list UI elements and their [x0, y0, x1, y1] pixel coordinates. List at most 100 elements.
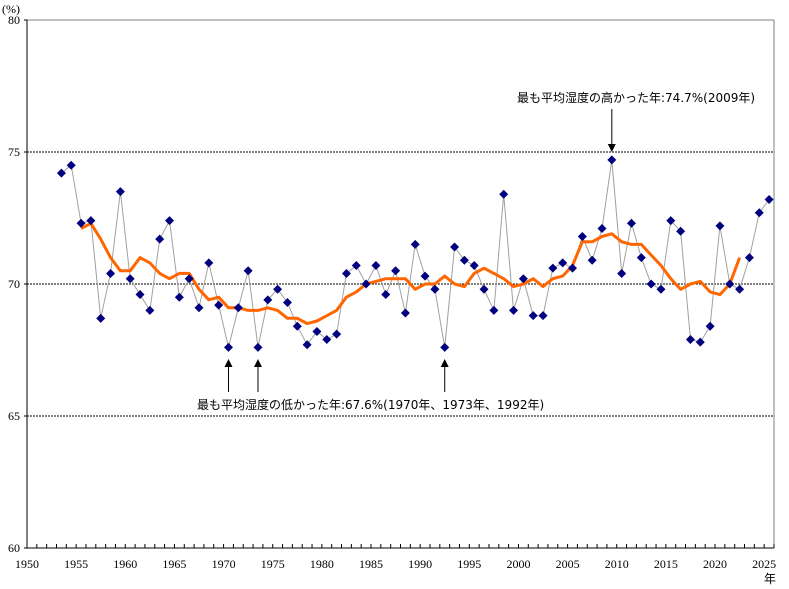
annotation-highest-year: 最も平均湿度の高かった年:74.7%(2009年)	[517, 90, 755, 105]
data-point-1982	[341, 268, 351, 278]
data-point-2008	[597, 224, 607, 234]
data-point-1998	[499, 189, 509, 199]
data-point-2006	[577, 231, 587, 241]
x-tick-label: 2015	[654, 557, 678, 571]
x-tick-label: 1955	[64, 557, 88, 571]
data-point-2018	[695, 337, 705, 347]
data-point-1997	[489, 305, 499, 315]
x-tick-label: 2020	[703, 557, 727, 571]
arrow-head-icon	[224, 359, 233, 367]
x-tick-label: 1965	[162, 557, 186, 571]
data-point-1988	[400, 308, 410, 318]
data-point-2022	[735, 284, 745, 294]
x-axis-unit-label: 年	[764, 572, 776, 586]
data-point-1985	[371, 261, 381, 271]
data-point-1983	[351, 261, 361, 271]
annotations: 最も平均湿度の高かった年:74.7%(2009年) 最も平均湿度の低かった年:6…	[197, 90, 755, 412]
x-tick-label: 1990	[408, 557, 432, 571]
data-point-2021	[725, 279, 735, 289]
data-point-1957	[96, 313, 106, 323]
data-point-1999	[509, 305, 519, 315]
data-point-1995	[469, 261, 479, 271]
moving-average-line	[80, 221, 742, 326]
data-point-1962	[145, 305, 155, 315]
data-point-1996	[479, 284, 489, 294]
data-point-1964	[165, 216, 175, 226]
data-point-1994	[459, 255, 469, 265]
x-tick-label: 1950	[15, 557, 39, 571]
data-point-1989	[410, 239, 420, 249]
data-point-2015	[666, 216, 676, 226]
x-tick-label: 2000	[506, 557, 530, 571]
y-tick-label: 65	[8, 409, 20, 423]
data-point-1992	[440, 342, 450, 352]
data-point-1956	[86, 216, 96, 226]
arrow-head-icon	[607, 144, 616, 152]
y-tick-labels: 60 65 70 75 80	[8, 13, 20, 555]
data-point-2000	[518, 274, 528, 284]
x-tick-label: 1970	[212, 557, 236, 571]
x-tick-label: 1980	[310, 557, 334, 571]
x-tick-label: 2005	[556, 557, 580, 571]
data-point-1966	[184, 274, 194, 284]
data-point-1969	[214, 300, 224, 310]
data-point-1976	[282, 297, 292, 307]
data-point-1981	[332, 329, 342, 339]
x-tick-label: 1995	[457, 557, 481, 571]
arrow-head-icon	[440, 359, 449, 367]
data-point-1972	[243, 266, 253, 276]
data-point-2003	[548, 263, 558, 273]
x-tick-label: 1960	[113, 557, 137, 571]
data-point-1993	[450, 242, 460, 252]
data-point-1967	[194, 303, 204, 313]
data-point-1960	[125, 274, 135, 284]
data-point-2023	[744, 253, 754, 263]
arrow-head-icon	[253, 359, 262, 367]
data-point-2007	[587, 255, 597, 265]
data-point-2011	[626, 218, 636, 228]
y-axis-unit-label: (%)	[2, 2, 20, 16]
data-point-1978	[302, 340, 312, 350]
data-point-1979	[312, 327, 322, 337]
data-point-1991	[430, 284, 440, 294]
data-point-2005	[568, 263, 578, 273]
data-point-1990	[420, 271, 430, 281]
data-point-2024	[754, 208, 764, 218]
data-point-1975	[273, 284, 283, 294]
data-point-1974	[263, 295, 273, 305]
data-point-1984	[361, 279, 371, 289]
data-point-1987	[391, 266, 401, 276]
data-point-2004	[558, 258, 568, 268]
y-tick-label: 60	[8, 541, 20, 555]
data-point-2014	[656, 284, 666, 294]
y-tick-label: 75	[8, 145, 20, 159]
data-point-2012	[636, 253, 646, 263]
data-point-1963	[155, 234, 165, 244]
data-point-1958	[106, 268, 116, 278]
data-point-1959	[115, 187, 125, 197]
y-tick-label: 80	[8, 13, 20, 27]
data-point-2001	[528, 311, 538, 321]
data-point-1954	[66, 160, 76, 170]
x-tick-label: 2010	[605, 557, 629, 571]
x-tick-label: 2025	[752, 557, 776, 571]
data-point-2010	[617, 268, 627, 278]
data-point-1980	[322, 334, 332, 344]
x-tick-labels: 1950 1955 1960 1965 1970 1975 1980 1985 1990 1995…	[15, 557, 776, 571]
data-point-2009	[607, 155, 617, 165]
x-tick-label: 1975	[261, 557, 285, 571]
data-point-2019	[705, 321, 715, 331]
data-point-2013	[646, 279, 656, 289]
x-tick-label: 1985	[359, 557, 383, 571]
data-point-2016	[676, 226, 686, 236]
data-point-1965	[174, 292, 184, 302]
data-point-1970	[223, 342, 233, 352]
annual-humidity-line	[61, 159, 770, 348]
y-tick-label: 70	[8, 277, 20, 291]
data-point-1955	[76, 218, 86, 228]
data-point-2020	[715, 221, 725, 231]
data-point-1977	[292, 321, 302, 331]
axes	[24, 19, 775, 549]
data-point-2002	[538, 311, 548, 321]
